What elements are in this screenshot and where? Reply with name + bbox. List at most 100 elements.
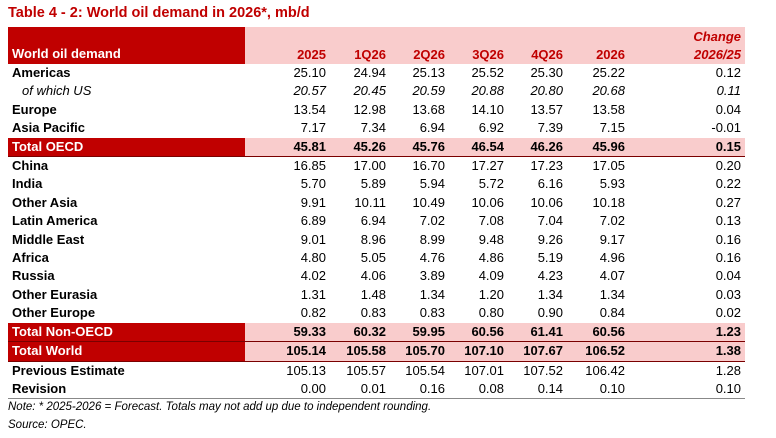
cell: 1.34: [419, 286, 445, 302]
cell: 8.96: [360, 231, 386, 247]
gap-cell: [629, 341, 655, 362]
cell: 3.89: [419, 268, 445, 284]
cell: 0.84: [599, 305, 625, 321]
cell: 46.26: [508, 137, 567, 158]
cell: 9.26: [537, 231, 563, 247]
cell: 5.94: [419, 176, 445, 192]
cell: 107.10: [449, 341, 508, 362]
cell: 5.05: [360, 250, 386, 266]
cell: 20.88: [471, 83, 504, 99]
cell: 20.45: [353, 83, 386, 99]
change-cell: 0.27: [715, 194, 741, 210]
change-cell: 0.16: [715, 250, 741, 266]
cell: 16.70: [412, 158, 445, 174]
cell: 0.82: [300, 305, 326, 321]
row-label: Africa: [12, 250, 49, 266]
cell: 20.68: [592, 83, 625, 99]
cell: 1.31: [300, 286, 326, 302]
cell: 10.06: [530, 194, 563, 210]
cell: 0.90: [537, 305, 563, 321]
cell: 0.08: [449, 379, 508, 400]
cell: 105.70: [390, 341, 449, 362]
cell: 14.10: [471, 101, 504, 117]
cell: 25.30: [530, 65, 563, 80]
row-label: Other Eurasia: [12, 286, 98, 302]
table-row: Americas 25.10 24.94 25.13 25.52 25.30 25.22 0.…: [8, 64, 745, 82]
cell: 9.17: [599, 231, 625, 247]
cell: 107.01: [464, 362, 504, 378]
cell: 4.09: [478, 268, 504, 284]
table-row: Other Europe 0.82 0.83 0.83 0.80 0.90 0.84 0.02: [8, 304, 745, 322]
cell: 7.39: [537, 120, 563, 136]
cell: 0.83: [419, 305, 445, 321]
cell: 20.80: [530, 83, 563, 99]
change-cell: 0.03: [715, 286, 741, 302]
table-row: Total Non-OECD 59.33 60.32 59.95 60.56 61.41 6…: [8, 322, 745, 343]
gap-cell: [629, 379, 655, 400]
row-label: Previous Estimate: [12, 362, 125, 378]
cell: 59.33: [245, 322, 330, 343]
cell: 4.23: [537, 268, 563, 284]
change-cell: 0.22: [715, 176, 741, 192]
change-cell: 1.23: [655, 322, 745, 343]
header-cell: 1Q26: [330, 45, 390, 64]
cell: 9.01: [300, 231, 326, 247]
cell: 12.98: [353, 101, 386, 117]
cell: 4.86: [478, 250, 504, 266]
change-cell: 1.28: [715, 362, 741, 378]
header-cell: 2Q26: [390, 45, 449, 64]
header-label: World oil demand: [12, 46, 121, 61]
gap-cell: [629, 267, 655, 285]
gap-cell: [629, 101, 655, 119]
cell: 10.49: [412, 194, 445, 210]
cell: 13.58: [592, 101, 625, 117]
table-row: Revision 0.00 0.01 0.16 0.08 0.14 0.10 0.10: [8, 379, 745, 400]
cell: 4.02: [300, 268, 326, 284]
cell: 105.57: [346, 362, 386, 378]
row-label: India: [12, 176, 43, 192]
change-cell: 0.04: [715, 268, 741, 284]
cell: 6.94: [419, 120, 445, 136]
table-row: of which US 20.57 20.45 20.59 20.88 20.80 20.6…: [8, 82, 745, 100]
cell: 10.11: [354, 194, 386, 210]
header-cell: [567, 27, 629, 46]
cell: 10.18: [592, 194, 625, 210]
table-row: Total OECD 45.81 45.26 45.76 46.54 46.26 45.96…: [8, 137, 745, 158]
cell: 7.34: [360, 120, 386, 136]
cell: 6.92: [478, 120, 504, 136]
row-label: Total World: [8, 341, 245, 362]
gap-cell: [629, 45, 655, 64]
table-row: Russia 4.02 4.06 3.89 4.09 4.23 4.07 0.04: [8, 267, 745, 285]
row-label: Other Asia: [12, 194, 78, 210]
cell: 0.83: [360, 305, 386, 321]
cell: 6.89: [300, 213, 326, 229]
header-cell: [245, 27, 330, 46]
cell: 10.06: [471, 194, 504, 210]
cell: 45.96: [567, 137, 629, 158]
cell: 17.05: [592, 158, 625, 174]
cell: 5.93: [599, 176, 625, 192]
header-cell: Change: [655, 27, 745, 46]
gap-cell: [629, 119, 655, 137]
gap-cell: [629, 194, 655, 212]
cell: 59.95: [390, 322, 449, 343]
cell: 25.10: [293, 65, 326, 80]
change-cell: 0.20: [715, 158, 741, 174]
cell: 7.02: [419, 213, 445, 229]
cell: 16.85: [293, 158, 326, 174]
cell: 13.57: [530, 101, 563, 117]
cell: 17.27: [471, 158, 504, 174]
gap-cell: [629, 137, 655, 158]
table-row: Africa 4.80 5.05 4.76 4.86 5.19 4.96 0.16: [8, 249, 745, 267]
cell: 60.32: [330, 322, 390, 343]
data-table: World oil demand Change 2025 1Q26 2Q26 3Q26 4Q…: [8, 27, 745, 400]
cell: 7.04: [537, 213, 563, 229]
table-row: Latin America 6.89 6.94 7.02 7.08 7.04 7.02 0.1…: [8, 212, 745, 230]
cell: 1.20: [478, 286, 504, 302]
cell: 5.19: [537, 250, 563, 266]
row-label: Latin America: [12, 213, 98, 229]
row-label: Europe: [12, 101, 57, 117]
header-cell: [390, 27, 449, 46]
table-title: Table 4 - 2: World oil demand in 2026*, …: [8, 5, 310, 21]
